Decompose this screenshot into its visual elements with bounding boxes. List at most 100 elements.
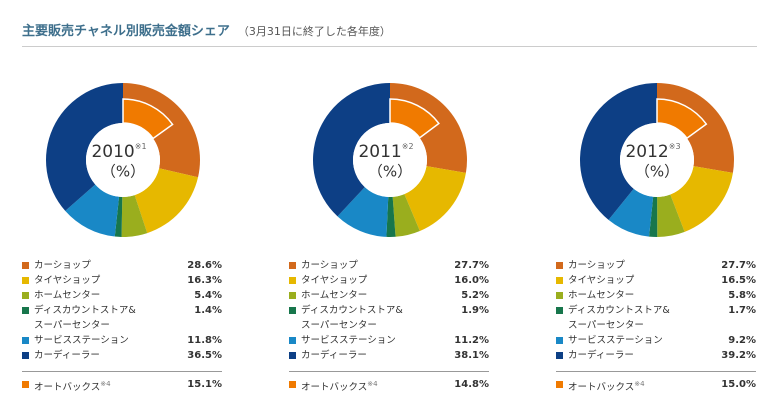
legend-label: ディスカウントストア& スーパーセンター: [301, 305, 403, 331]
legend-swatch: [22, 337, 29, 344]
hole: [86, 123, 160, 197]
legend-label: ディスカウントストア& スーパーセンター: [568, 305, 670, 331]
legend-swatch: [556, 277, 563, 284]
value-label: 28.6%: [187, 260, 222, 271]
slice: [392, 194, 420, 237]
legend-swatch: [556, 337, 563, 344]
legend-label: オートバックス※4: [568, 377, 645, 395]
slice: [46, 83, 123, 211]
legend-swatch: [556, 352, 563, 359]
legend-swatch: [289, 381, 296, 388]
legend-label: タイヤショップ: [301, 275, 368, 286]
legend-swatch: [556, 307, 563, 314]
legend-label: ディスカウントストア& スーパーセンター: [34, 305, 136, 331]
highlight-note: ※4: [367, 380, 378, 388]
legend-label: オートバックス※4: [34, 377, 111, 395]
legend-swatch: [22, 292, 29, 299]
value-label: 27.7%: [454, 260, 489, 271]
legend-swatch: [289, 292, 296, 299]
legend-label: カーショップ: [568, 260, 625, 271]
value-label: 11.2%: [454, 335, 489, 346]
rule: [22, 46, 757, 47]
separator: [22, 371, 222, 372]
highlight-name: オートバックス: [301, 382, 368, 394]
value-label: 1.9%: [461, 305, 489, 316]
value-label: 39.2%: [721, 350, 756, 361]
legend-label: カーショップ: [34, 260, 91, 271]
header: 主要販売チャネル別販売金額シェア （3月31日に終了した各年度）: [22, 20, 391, 39]
legend-swatch: [556, 262, 563, 269]
unit: （%）: [635, 163, 679, 181]
value-label: 1.7%: [728, 305, 756, 316]
title: 主要販売チャネル別販売金額シェア: [22, 24, 230, 39]
legend-swatch: [289, 307, 296, 314]
year-label: 2012※3: [625, 142, 680, 163]
slice: [121, 195, 148, 237]
legend-swatch: [556, 381, 563, 388]
legend-swatch: [22, 352, 29, 359]
year-label: 2011※2: [358, 142, 413, 163]
slice: [649, 196, 658, 237]
year: 2010: [91, 142, 134, 162]
year: 2012: [625, 142, 668, 162]
slice: [114, 196, 123, 237]
value-label: 36.5%: [187, 350, 222, 361]
hole: [620, 123, 694, 197]
value-label: 9.2%: [728, 335, 756, 346]
value-label: 5.8%: [728, 290, 756, 301]
year-note: ※1: [135, 142, 147, 151]
legend-label: タイヤショップ: [568, 275, 635, 286]
hole: [353, 123, 427, 197]
year-note: ※3: [669, 142, 681, 151]
unit: （%）: [368, 163, 412, 181]
legend-label: カーディーラー: [301, 350, 367, 361]
subtitle: （3月31日に終了した各年度）: [237, 25, 391, 38]
slice: [313, 83, 390, 217]
highlight-name: オートバックス: [34, 382, 101, 394]
legend-label: サービスステーション: [568, 335, 663, 346]
value-label: 16.5%: [721, 275, 756, 286]
legend-label: ホームセンター: [34, 290, 101, 301]
slice: [134, 168, 199, 234]
legend-label: ホームセンター: [568, 290, 635, 301]
slice: [386, 196, 396, 237]
legend-swatch: [22, 262, 29, 269]
value-label: 11.8%: [187, 335, 222, 346]
legend-swatch: [22, 307, 29, 314]
legend-label: サービスステーション: [301, 335, 396, 346]
slice: [657, 194, 685, 237]
value-label: 5.4%: [194, 290, 222, 301]
slice: [337, 187, 389, 237]
separator: [289, 371, 489, 372]
legend-label: カーショップ: [301, 260, 358, 271]
year-note: ※2: [402, 142, 414, 151]
legend-label: カーディーラー: [34, 350, 100, 361]
value-label: 1.4%: [194, 305, 222, 316]
unit: （%）: [101, 163, 145, 181]
legend-swatch: [289, 352, 296, 359]
value-label: 16.0%: [454, 275, 489, 286]
slice: [404, 166, 466, 231]
legend-swatch: [289, 262, 296, 269]
legend-label: ホームセンター: [301, 290, 368, 301]
slice: [608, 188, 654, 237]
legend-label: サービスステーション: [34, 335, 129, 346]
charts: 2010※1（%）2011※2（%）2012※3（%）: [46, 83, 734, 237]
slice: [580, 83, 657, 220]
value-label: 5.2%: [461, 290, 489, 301]
year: 2011: [358, 142, 401, 162]
legend-swatch: [22, 277, 29, 284]
value-label: 15.1%: [187, 379, 222, 390]
value-label: 14.8%: [454, 379, 489, 390]
value-label: 38.1%: [454, 350, 489, 361]
value-label: 15.0%: [721, 379, 756, 390]
legend-swatch: [289, 337, 296, 344]
slice: [65, 184, 120, 237]
highlight-note: ※4: [634, 380, 645, 388]
legend-label: オートバックス※4: [301, 377, 378, 395]
legend-label: カーディーラー: [568, 350, 634, 361]
value-label: 16.3%: [187, 275, 222, 286]
value-label: 27.7%: [721, 260, 756, 271]
highlight-name: オートバックス: [568, 382, 635, 394]
